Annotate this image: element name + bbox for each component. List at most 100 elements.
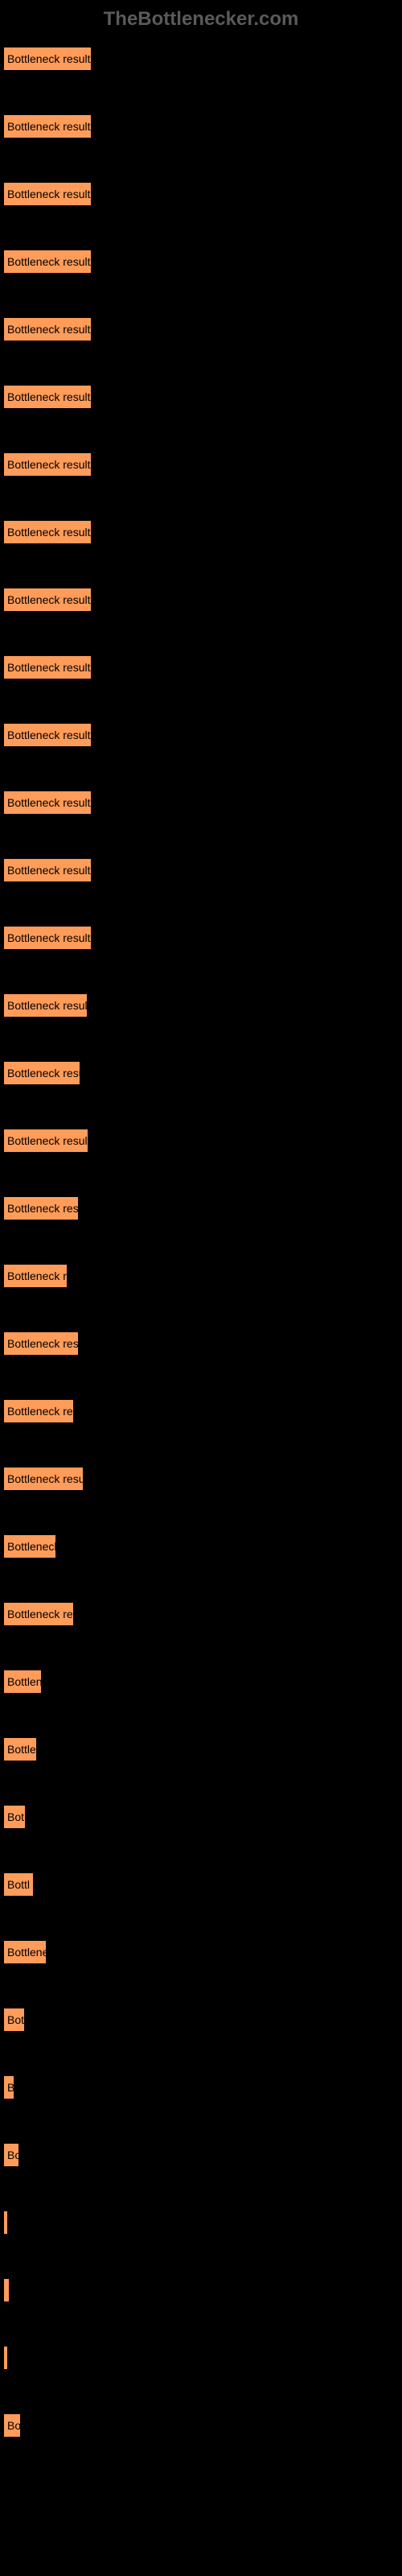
bar: Bottleneck resu bbox=[3, 1196, 79, 1220]
bar bbox=[3, 2278, 10, 2302]
bar: Bottleneck result bbox=[3, 926, 92, 950]
bar-row: Bottleneck res bbox=[0, 1602, 402, 1626]
bar-row: Bottleneck resu bbox=[0, 1196, 402, 1220]
bar-row: Bottlen bbox=[0, 1670, 402, 1694]
bar: B bbox=[3, 2075, 14, 2099]
bar-label: Bottlene bbox=[7, 1946, 47, 1959]
bar-label: Bottleneck result bbox=[7, 255, 91, 268]
bar-label: Bottleneck result bbox=[7, 1134, 88, 1147]
bar-row: Bottleneck result bbox=[0, 182, 402, 206]
bar-row: Bot bbox=[0, 2008, 402, 2032]
bar-label: Bottleneck result bbox=[7, 526, 91, 539]
bar-row: Bottleneck res bbox=[0, 1399, 402, 1423]
bar: Bottleneck result bbox=[3, 250, 92, 274]
bar: Bottleneck result bbox=[3, 182, 92, 206]
bar-label: Bottleneck result bbox=[7, 1472, 84, 1485]
bar: Bottleneck bbox=[3, 1534, 56, 1558]
bar-label: Bottleneck result bbox=[7, 120, 91, 133]
bar: Bottlene bbox=[3, 1940, 47, 1964]
bar-row: Bottlene bbox=[0, 1940, 402, 1964]
bar-row: Bottl bbox=[0, 1872, 402, 1897]
bar: Bottleneck result bbox=[3, 993, 88, 1018]
bar-chart: Bottleneck result Bottleneck result Bottle… bbox=[0, 47, 402, 2438]
bar-row: Bottleneck bbox=[0, 1534, 402, 1558]
bar bbox=[3, 2211, 8, 2235]
bar-row: Bottleneck result bbox=[0, 1061, 402, 1085]
bar-row bbox=[0, 2346, 402, 2370]
bar-label: Bottleneck result bbox=[7, 729, 91, 741]
bar: Bottleneck result bbox=[3, 858, 92, 882]
bar-label: Bo bbox=[7, 2149, 19, 2161]
bar: Bottleneck result bbox=[3, 114, 92, 138]
bar-row bbox=[0, 2211, 402, 2235]
bar-label: Bottleneck result bbox=[7, 999, 88, 1012]
bar-label: Bot bbox=[7, 1810, 24, 1823]
bar: Bottle bbox=[3, 1737, 37, 1761]
bar: Bottleneck result bbox=[3, 588, 92, 612]
bar: Bottleneck result bbox=[3, 47, 92, 71]
bar: Bottleneck res bbox=[3, 1602, 74, 1626]
bar-row: Bottleneck result bbox=[0, 47, 402, 71]
bar-row: Bottleneck result bbox=[0, 655, 402, 679]
bar-row: Bottleneck result bbox=[0, 993, 402, 1018]
bar-label: B bbox=[7, 2081, 14, 2094]
bar: Bo bbox=[3, 2413, 21, 2438]
bar-row: Bottleneck result bbox=[0, 1467, 402, 1491]
bar-row: Bot bbox=[0, 1805, 402, 1829]
bar-label: Bottleneck result bbox=[7, 931, 91, 944]
bar-row: Bottleneck result bbox=[0, 114, 402, 138]
bar: Bottleneck result bbox=[3, 1061, 80, 1085]
bar: Bottleneck result bbox=[3, 385, 92, 409]
bar-label: Bottleneck result bbox=[7, 796, 91, 809]
bar-label: Bottleneck result bbox=[7, 593, 91, 606]
bar-row: Bottle bbox=[0, 1737, 402, 1761]
bar-label: Bottle bbox=[7, 1743, 36, 1756]
bar-row: Bottleneck result bbox=[0, 520, 402, 544]
bar-row: Bottleneck resu bbox=[0, 1331, 402, 1356]
bar-row: Bo bbox=[0, 2143, 402, 2167]
bar-row: Bottleneck re bbox=[0, 1264, 402, 1288]
bar-row: B bbox=[0, 2075, 402, 2099]
bar-label: Bottleneck result bbox=[7, 52, 91, 65]
bar-label: Bottleneck res bbox=[7, 1608, 74, 1620]
bar-label: Bo bbox=[7, 2419, 21, 2432]
bar: Bottleneck res bbox=[3, 1399, 74, 1423]
bar-label: Bottleneck result bbox=[7, 661, 91, 674]
bar-row: Bottleneck result bbox=[0, 926, 402, 950]
bar: Bottleneck result bbox=[3, 1467, 84, 1491]
bar-label: Bottleneck resu bbox=[7, 1337, 79, 1350]
bar-label: Bottleneck result bbox=[7, 323, 91, 336]
bar: Bot bbox=[3, 1805, 26, 1829]
bar: Bottleneck result bbox=[3, 723, 92, 747]
bar-label: Bottleneck res bbox=[7, 1405, 74, 1418]
bar: Bottlen bbox=[3, 1670, 42, 1694]
bar: Bottleneck result bbox=[3, 452, 92, 477]
brand-logo: TheBottlenecker.com bbox=[0, 8, 402, 31]
bar: Bo bbox=[3, 2143, 19, 2167]
bar-label: Bottleneck result bbox=[7, 188, 91, 200]
bar-row bbox=[0, 2278, 402, 2302]
bar-row: Bottleneck result bbox=[0, 723, 402, 747]
bar-row: Bottleneck result bbox=[0, 385, 402, 409]
bar: Bottl bbox=[3, 1872, 34, 1897]
bar-label: Bottleneck resu bbox=[7, 1202, 79, 1215]
bar: Bottleneck result bbox=[3, 791, 92, 815]
bar bbox=[3, 2346, 8, 2370]
bar-label: Bottleneck re bbox=[7, 1269, 68, 1282]
bar: Bottleneck result bbox=[3, 317, 92, 341]
bar-row: Bottleneck result bbox=[0, 791, 402, 815]
bar-row: Bottleneck result bbox=[0, 452, 402, 477]
bar-label: Bottleneck result bbox=[7, 864, 91, 877]
bar-label: Bottl bbox=[7, 1878, 30, 1891]
bar: Bottleneck result bbox=[3, 655, 92, 679]
bar-row: Bo bbox=[0, 2413, 402, 2438]
bar-row: Bottleneck result bbox=[0, 588, 402, 612]
bar: Bottleneck re bbox=[3, 1264, 68, 1288]
bar: Bottleneck result bbox=[3, 1129, 88, 1153]
bar: Bot bbox=[3, 2008, 25, 2032]
bar-label: Bottleneck result bbox=[7, 1067, 80, 1080]
bar-label: Bottleneck result bbox=[7, 458, 91, 471]
bar: Bottleneck result bbox=[3, 520, 92, 544]
bar-row: Bottleneck result bbox=[0, 858, 402, 882]
bar-label: Bot bbox=[7, 2013, 24, 2026]
